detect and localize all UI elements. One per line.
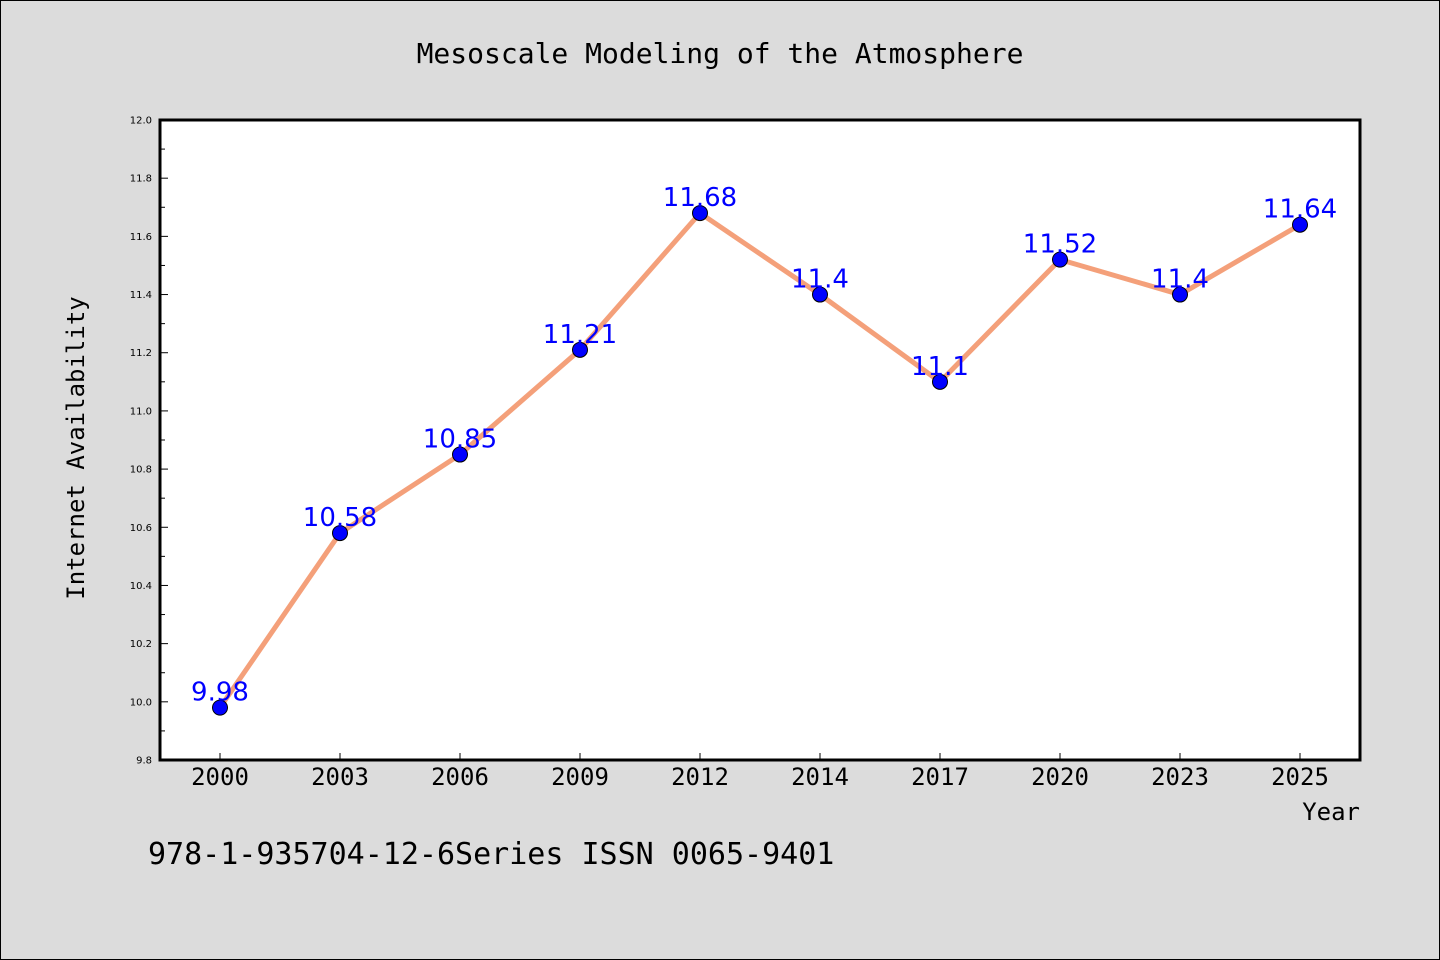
x-tick-label: 2006: [431, 763, 489, 791]
y-tick-label: 11.8: [130, 174, 152, 185]
x-tick-label: 2023: [1151, 763, 1209, 791]
data-labels: 9.98 10.58 10.85 11.21 11.68 11.4 11.1 11.52 11.…: [191, 183, 1337, 708]
data-point-label: 11.68: [663, 183, 737, 213]
data-point-marker: [812, 286, 828, 303]
data-point-label: 10.58: [303, 503, 377, 533]
x-tick-label: 2012: [671, 763, 729, 791]
data-point-label: 11.4: [791, 265, 849, 295]
data-point-marker: [212, 699, 228, 716]
data-point-label: 11.64: [1263, 195, 1337, 225]
data-point-label: 11.21: [543, 320, 617, 350]
data-point-marker: [692, 205, 708, 222]
data-point-marker: [572, 341, 588, 358]
y-axis-ticks: 9.8 10.0 10.2 10.4 10.6 10.8 11.0 11.2 11.4 11.6 1…: [130, 116, 168, 767]
chart-title: Mesoscale Modeling of the Atmosphere: [417, 37, 1024, 70]
x-axis-ticks: 2000 2003 2006 2009 2012 2014 2017 2020 2023 2025: [191, 753, 1329, 791]
data-point-marker: [452, 446, 468, 463]
data-point-label: 11.52: [1023, 230, 1097, 260]
data-point-label: 11.4: [1151, 265, 1209, 295]
data-point-marker: [1052, 251, 1068, 268]
x-tick-label: 2009: [551, 763, 609, 791]
y-tick-label: 10.4: [130, 581, 152, 592]
x-tick-label: 2017: [911, 763, 969, 791]
x-tick-label: 2003: [311, 763, 369, 791]
plot-border: [158, 118, 1362, 762]
y-tick-label: 10.0: [130, 697, 152, 708]
x-tick-label: 2014: [791, 763, 849, 791]
data-point-label: 10.85: [423, 425, 497, 455]
data-point-marker: [332, 525, 348, 542]
y-tick-label: 11.0: [130, 406, 152, 417]
x-tick-label: 2025: [1271, 763, 1329, 791]
data-point-marker: [932, 373, 948, 390]
data-point-label: 9.98: [191, 678, 249, 708]
footer-isbn-issn: 978-1-935704-12-6Series ISSN 0065-9401: [148, 837, 834, 872]
y-axis-label: Internet Availability: [62, 296, 90, 599]
y-tick-label: 11.6: [130, 232, 152, 243]
data-series: [212, 205, 1308, 716]
x-tick-label: 2020: [1031, 763, 1089, 791]
x-axis-label: Year: [1302, 798, 1360, 826]
x-tick-label: 2000: [191, 763, 249, 791]
y-tick-label: 9.8: [136, 756, 152, 767]
y-tick-label: 10.6: [130, 523, 152, 534]
y-tick-label: 12.0: [130, 116, 152, 127]
data-point-marker: [1172, 286, 1188, 303]
plot-area: [160, 120, 1360, 760]
y-tick-label: 10.8: [130, 465, 152, 476]
series-line: [217, 210, 1303, 711]
y-tick-label: 11.2: [130, 348, 152, 359]
y-tick-label: 11.4: [130, 290, 152, 301]
data-point-marker: [1292, 216, 1308, 233]
y-tick-label: 10.2: [130, 639, 152, 650]
data-point-label: 11.1: [911, 352, 969, 382]
